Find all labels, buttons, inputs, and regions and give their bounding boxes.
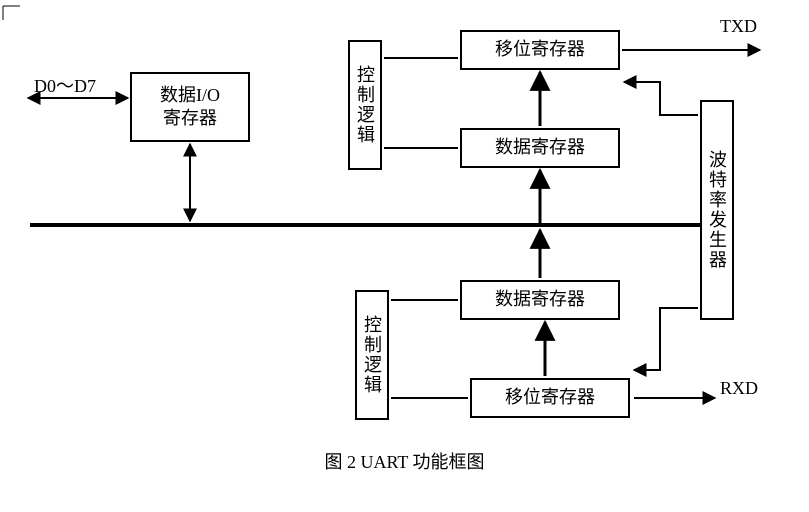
node-ctrl-logic-top: 控制逻辑 bbox=[348, 40, 382, 170]
node-data-register-bottom: 数据寄存器 bbox=[460, 280, 620, 320]
connectors-overlay bbox=[0, 0, 809, 512]
figure-caption: 图 2 UART 功能框图 bbox=[0, 448, 809, 474]
node-ctrl-logic-bottom: 控制逻辑 bbox=[355, 290, 389, 420]
node-data-io-label2: 寄存器 bbox=[163, 108, 217, 128]
corner-mark bbox=[3, 6, 20, 20]
edge-baud-shift-bot bbox=[634, 308, 698, 370]
node-data-register-top: 数据寄存器 bbox=[460, 128, 620, 168]
node-data-io-label1: 数据I/O bbox=[160, 85, 220, 105]
node-data-io-register: 数据I/O 寄存器 bbox=[130, 72, 250, 142]
edge-baud-shift-top bbox=[624, 82, 698, 115]
label-d0d7: D0～D7 bbox=[34, 72, 96, 98]
node-shift-register-top: 移位寄存器 bbox=[460, 30, 620, 70]
node-shift-register-bottom: 移位寄存器 bbox=[470, 378, 630, 418]
node-baud-generator: 波特率发生器 bbox=[700, 100, 734, 320]
label-txd: TXD bbox=[720, 16, 757, 37]
label-rxd: RXD bbox=[720, 378, 758, 399]
